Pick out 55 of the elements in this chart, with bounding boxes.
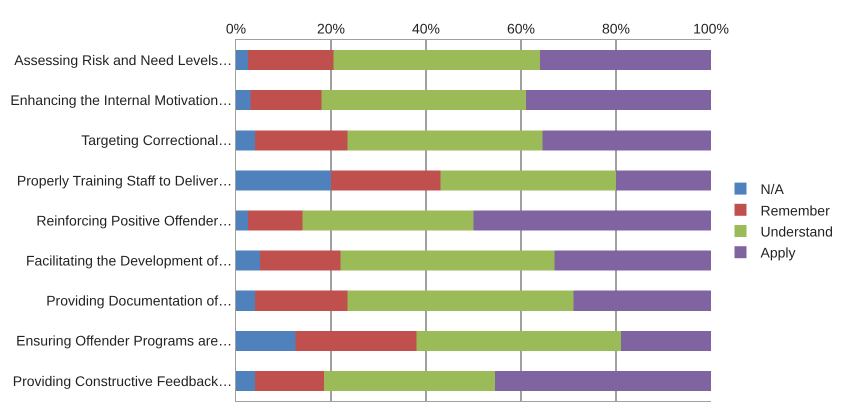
- bar: [620, 330, 711, 351]
- bar: [542, 130, 711, 150]
- x-tick-label: 60%: [506, 20, 536, 36]
- bar: [255, 290, 348, 311]
- bar: [236, 130, 255, 150]
- bar: [494, 370, 711, 391]
- bar: [255, 370, 324, 391]
- y-tick-label: Facilitating the Development of…: [26, 252, 232, 269]
- y-tick-label: Providing Constructive Feedback…: [12, 372, 232, 389]
- bar: [302, 210, 474, 231]
- legend-label: Understand: [760, 223, 833, 240]
- bar: [248, 50, 334, 70]
- bar: [416, 330, 621, 351]
- x-tick-label: 80%: [602, 20, 630, 36]
- y-tick-label: Assessing Risk and Need Levels…: [14, 52, 232, 68]
- bar: [255, 130, 348, 150]
- y-tick-label: Properly Training Staff to Deliver…: [16, 172, 232, 188]
- bar: [333, 50, 540, 70]
- bar: [248, 210, 302, 231]
- bar: [348, 130, 542, 150]
- bar: [324, 370, 495, 391]
- bar: [573, 290, 711, 311]
- bar: [260, 250, 340, 271]
- y-tick-label: Targeting Correctional…: [81, 132, 232, 148]
- bar: [348, 290, 574, 311]
- bar: [474, 210, 711, 231]
- bar: [236, 330, 296, 351]
- legend-label: N/A: [760, 181, 784, 198]
- bar: [554, 250, 711, 271]
- bar: [236, 370, 255, 391]
- bar: [440, 170, 616, 190]
- legend-label: Apply: [760, 244, 796, 261]
- bar: [295, 330, 416, 351]
- bar: [616, 170, 711, 190]
- bar: [236, 250, 260, 271]
- y-tick-label: Reinforcing Positive Offender…: [36, 212, 232, 228]
- x-tick-label: 40%: [412, 20, 440, 36]
- bar: [236, 170, 331, 190]
- y-tick-label: Ensuring Offender Programs are…: [16, 332, 232, 349]
- x-tick-label: 20%: [316, 20, 346, 36]
- bar: [540, 50, 711, 70]
- y-tick-label: Providing Documentation of…: [46, 292, 232, 309]
- bar: [322, 90, 526, 110]
- bar: [236, 90, 250, 110]
- legend-label: Remember: [760, 202, 830, 218]
- bar: [331, 170, 440, 190]
- bar: [526, 90, 711, 110]
- bar: [340, 250, 554, 271]
- x-tick-label: 100%: [693, 20, 729, 36]
- bar: [236, 290, 255, 311]
- bar: [250, 90, 322, 110]
- y-tick-label: Enhancing the Internal Motivation…: [10, 92, 232, 108]
- bar: [236, 50, 248, 70]
- x-tick-label: 0%: [226, 20, 246, 36]
- bar: [236, 210, 248, 231]
